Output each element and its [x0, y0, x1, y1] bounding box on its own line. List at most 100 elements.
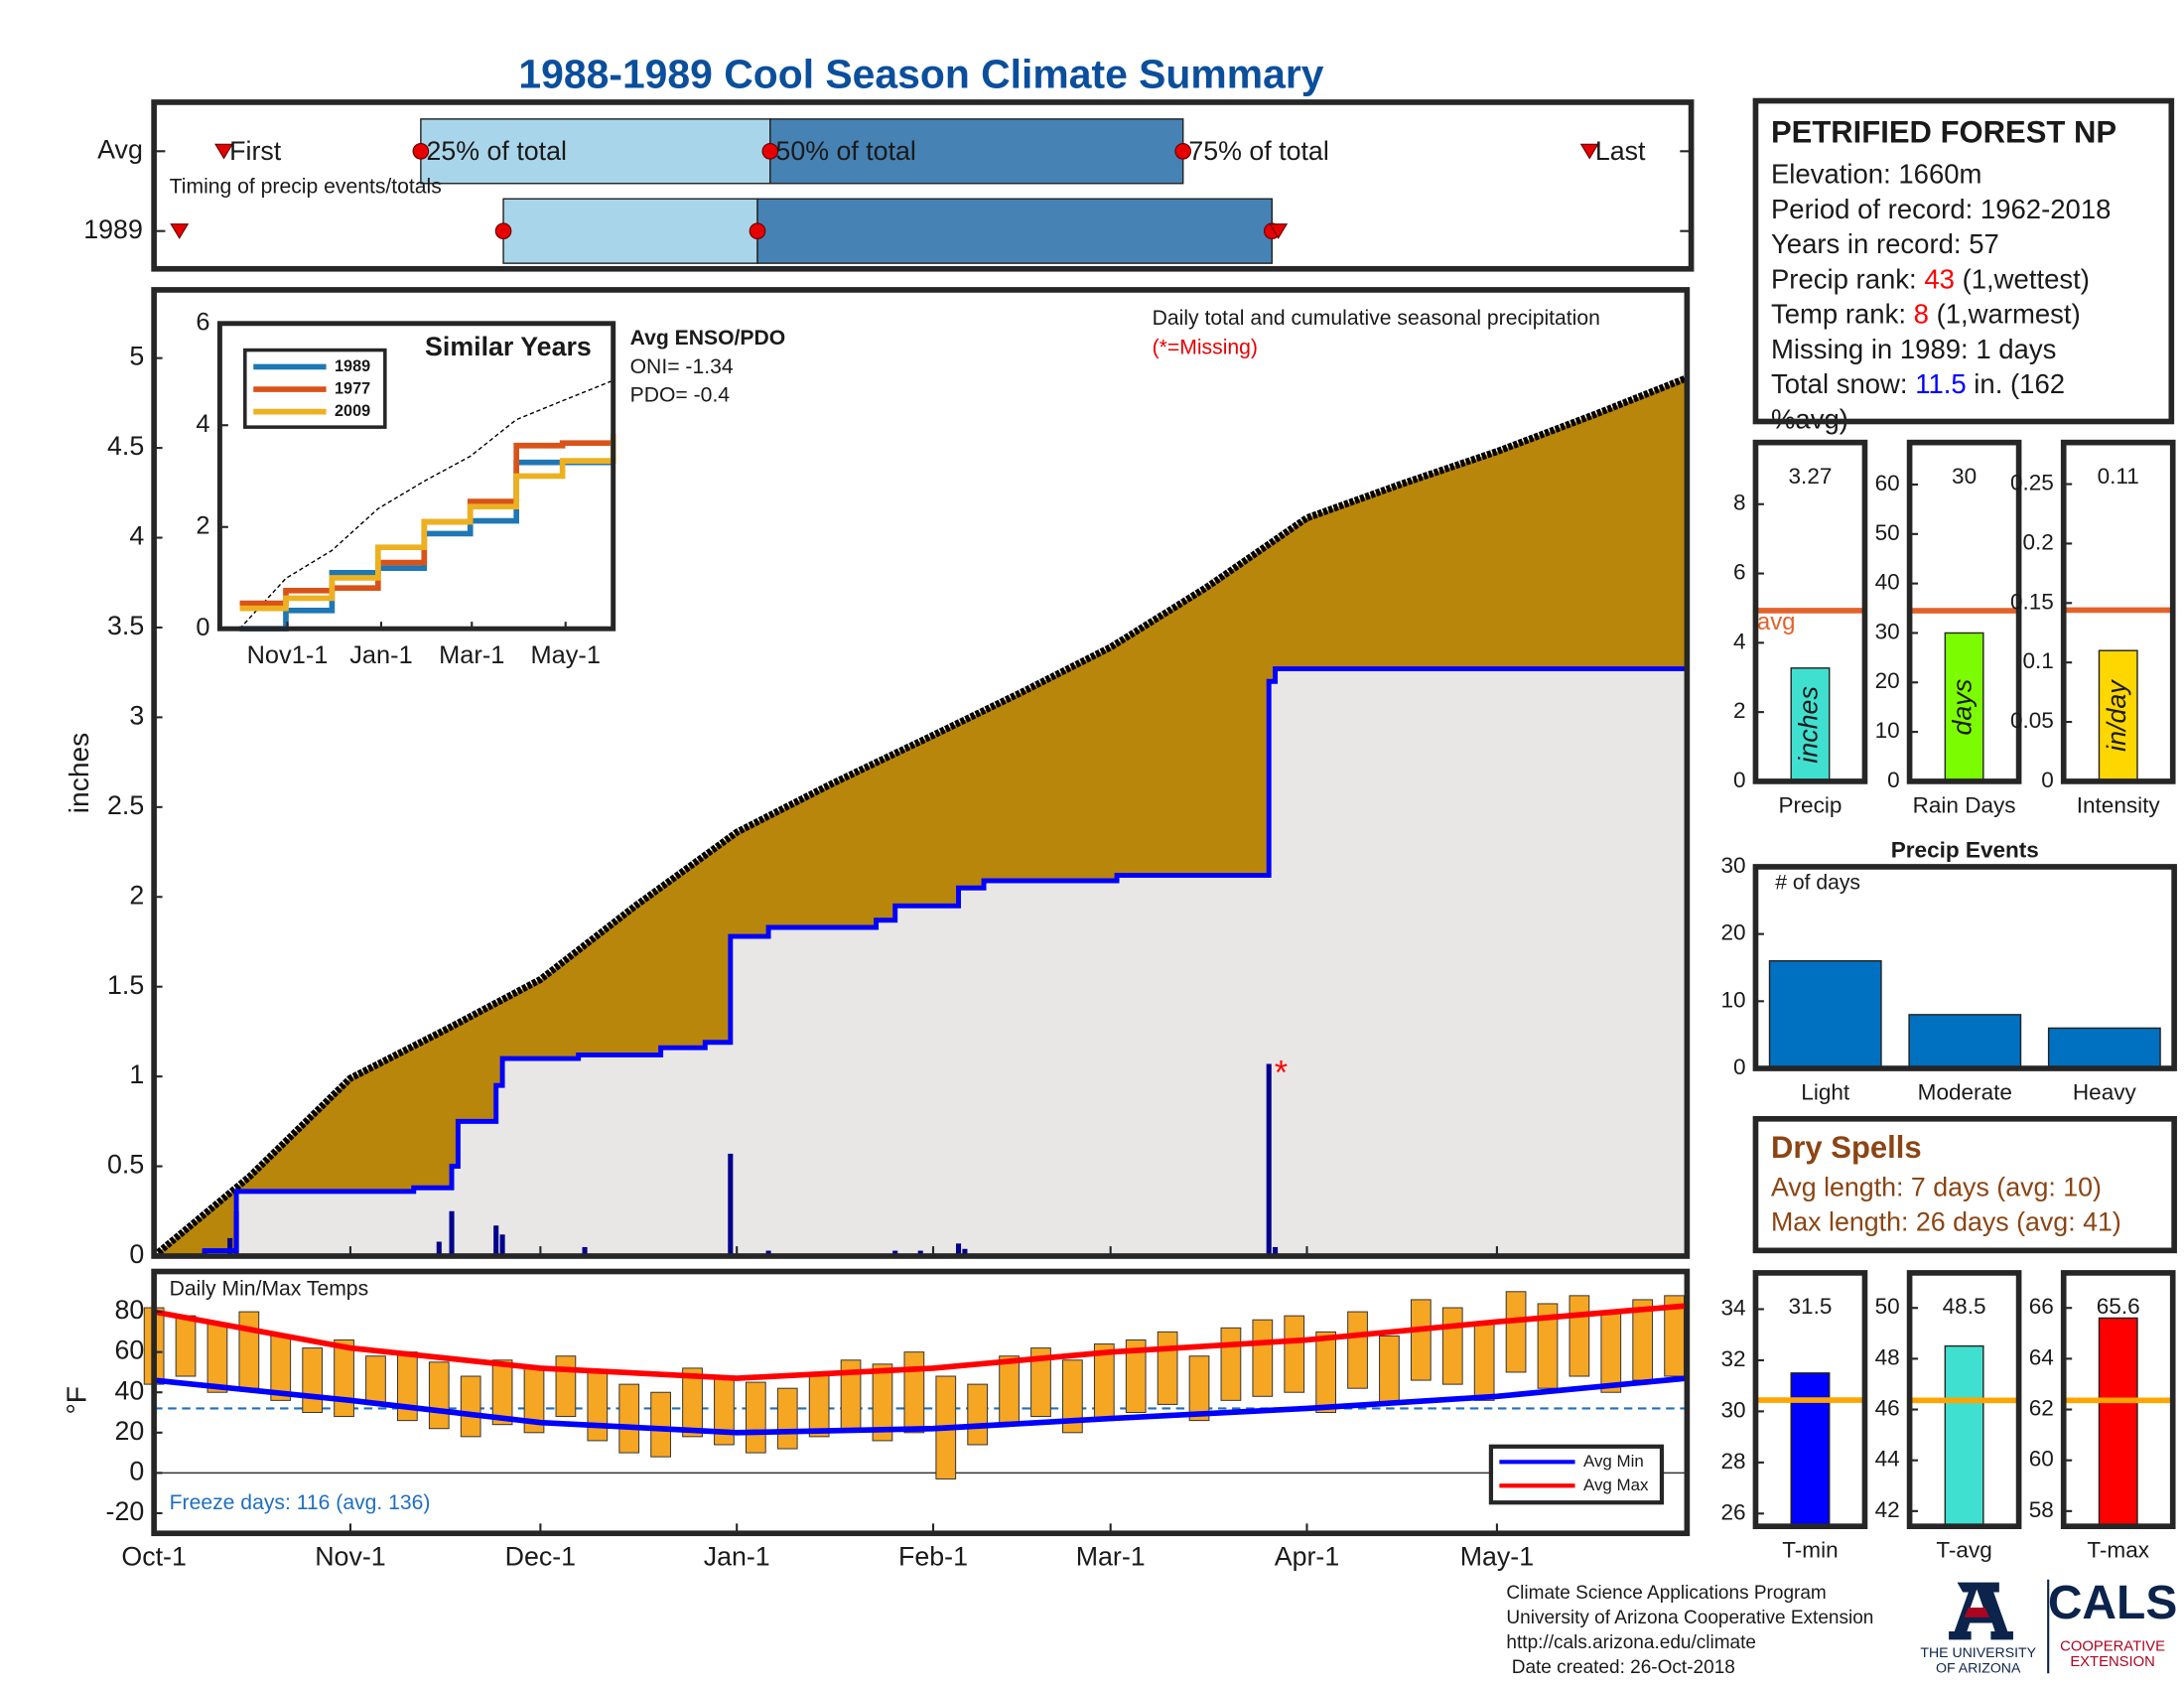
temp-range-bar [1441, 1307, 1463, 1385]
y-tick-label: 20 [1720, 920, 1745, 945]
y-tick-label: 4.5 [107, 431, 144, 461]
dry-spells-title: Dry Spells [1771, 1130, 1922, 1165]
temp-range-bar [872, 1363, 893, 1442]
enso-text: ONI= -1.34 [630, 355, 734, 378]
value-label: 65.6 [2097, 1294, 2140, 1319]
annotation: Daily Min/Max Temps [170, 1277, 368, 1300]
bar [1790, 1372, 1831, 1527]
temp-range-bar [1537, 1303, 1559, 1389]
enso-text: PDO= -0.4 [630, 384, 731, 407]
panel-frame [2060, 1270, 2176, 1530]
station-text: Elevation: 1660m [1771, 159, 1982, 190]
category-label: Moderate [1918, 1079, 2012, 1104]
quartile-bar [420, 118, 771, 185]
extension-name: COOPERATIVE [2060, 1638, 2165, 1654]
y-tick-label: 0.05 [2010, 708, 2054, 733]
temp-range-bar [1157, 1331, 1178, 1405]
total-marker [494, 222, 512, 240]
daily-bar [449, 1210, 455, 1257]
station-line: Precip rank: 43 (1,wettest) [1771, 264, 2090, 295]
quartile-bar [502, 198, 758, 264]
y-tick-label: 3.5 [107, 611, 144, 640]
y-tick-label: 60 [114, 1336, 144, 1365]
legend-label: Avg Min [1583, 1452, 1644, 1471]
temp-range-bar [1600, 1311, 1622, 1393]
quartile-bar [756, 198, 1273, 264]
logo-a [1949, 1582, 2013, 1640]
legend-label: 1989 [335, 357, 370, 375]
annotation: Timing of precip events/totals [170, 176, 442, 199]
legend-label: 2009 [335, 402, 370, 420]
panel-frame [1752, 439, 1868, 784]
temp-range-bar [999, 1355, 1020, 1426]
row-label: Avg [97, 134, 143, 164]
footer-line: Date created: 26-Oct-2018 [1506, 1657, 1734, 1678]
y-tick-label: 1.5 [107, 970, 144, 1000]
y-tick-label: 2 [1733, 698, 1746, 723]
bar [1944, 1344, 1984, 1527]
temp-range-bar [1062, 1359, 1083, 1434]
x-tick-label: May-1 [1460, 1542, 1534, 1572]
temp-range-bar [1030, 1347, 1051, 1418]
value-label: 0.11 [2098, 464, 2139, 489]
panel-frame [1752, 864, 2177, 1071]
total-marker [761, 142, 779, 160]
event-marker [1269, 223, 1289, 239]
panel-frame [2060, 439, 2176, 784]
y-tick-label: 8 [1733, 491, 1746, 515]
y-tick-label: -20 [106, 1496, 145, 1526]
temp-range-bar [745, 1381, 766, 1454]
average-label: avg [1757, 609, 1796, 635]
y-tick-label: 48 [1875, 1344, 1900, 1369]
temp-range-bar [428, 1361, 450, 1430]
daily-bar [436, 1241, 442, 1257]
temp-range-bar [1347, 1311, 1368, 1389]
y-tick-label: 64 [2029, 1344, 2054, 1369]
marker-label: 75% of total [1188, 136, 1328, 166]
station-text: 11.5 [1915, 368, 1966, 399]
y-tick-label: 6 [1733, 560, 1746, 585]
y-tick-label: 28 [1720, 1449, 1745, 1474]
temp-range-bar [334, 1338, 354, 1418]
station-line: Years in record: 57 [1771, 228, 1999, 259]
x-tick-label: Feb-1 [898, 1542, 968, 1572]
temp-range-bar [238, 1311, 260, 1389]
bar [1944, 632, 1984, 782]
bar [1768, 960, 1882, 1069]
extension-name: EXTENSION [2070, 1654, 2155, 1670]
avg-temp-line [153, 1375, 1688, 1436]
annotation: # of days [1775, 871, 1860, 894]
daily-bar [1266, 1063, 1272, 1257]
y-tick-label: 0 [129, 1239, 144, 1269]
season-area [154, 668, 1688, 1257]
temp-range-bar [1379, 1335, 1400, 1405]
y-tick-label: 40 [114, 1375, 144, 1405]
x-tick-label: May-1 [530, 641, 601, 669]
page-title: 1988-1989 Cool Season Climate Summary [518, 51, 1323, 96]
panel-frame [151, 99, 1695, 272]
y-tick-label: 58 [2029, 1497, 2054, 1522]
temp-range-bar [1220, 1327, 1242, 1401]
y-tick-label: 0 [1733, 768, 1746, 792]
x-tick-label: Dec-1 [505, 1542, 576, 1572]
station-text: in. (162 [1967, 368, 2065, 399]
bar [2098, 1317, 2138, 1527]
y-tick-label: 0 [2041, 768, 2054, 792]
category-label: T-min [1782, 1538, 1838, 1563]
x-tick-label: Nov1-1 [247, 641, 329, 669]
x-tick-label: Mar-1 [439, 641, 504, 669]
daily-bar [227, 1237, 233, 1257]
temp-range-bar [808, 1371, 830, 1438]
bar-label: inches [1794, 686, 1824, 763]
temp-range-bar [967, 1383, 989, 1446]
temp-range-bar [491, 1359, 513, 1426]
y-tick-label: 40 [1875, 570, 1900, 595]
y-tick-label: 44 [1875, 1447, 1900, 1472]
temp-range-bar [776, 1387, 798, 1450]
x-tick-label: Jan-1 [349, 641, 412, 669]
ua-logo [1949, 1579, 2050, 1674]
y-tick-label: 0.25 [2010, 471, 2054, 495]
y-tick-label: 0.2 [2023, 529, 2054, 554]
y-tick-label: 0.1 [2023, 648, 2054, 673]
